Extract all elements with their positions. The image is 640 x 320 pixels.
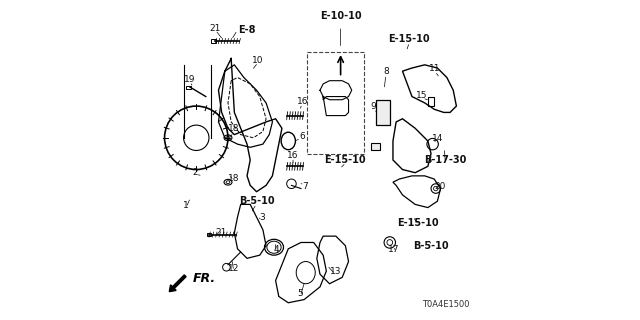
Text: 17: 17: [388, 245, 399, 254]
Text: 16: 16: [297, 97, 308, 106]
Bar: [186, 86, 191, 89]
Bar: [376, 100, 390, 125]
Text: E-15-10: E-15-10: [388, 35, 429, 44]
Text: 20: 20: [434, 181, 445, 190]
Text: 8: 8: [383, 67, 389, 76]
Text: E-8: E-8: [238, 25, 256, 35]
Text: 11: 11: [429, 64, 440, 73]
Text: 5: 5: [298, 289, 303, 298]
Text: 6: 6: [300, 132, 305, 141]
Text: 1: 1: [183, 201, 189, 210]
Text: T0A4E1500: T0A4E1500: [422, 300, 469, 309]
Text: 12: 12: [228, 264, 239, 273]
Text: 15: 15: [417, 92, 428, 100]
Text: 2: 2: [193, 168, 198, 177]
Text: 21: 21: [215, 228, 227, 237]
Text: E-15-10: E-15-10: [397, 219, 439, 228]
Text: E-15-10: E-15-10: [324, 155, 366, 165]
Bar: [428, 97, 434, 106]
Bar: [307, 52, 364, 154]
Text: E-10-10: E-10-10: [320, 11, 362, 21]
Text: 10: 10: [252, 56, 264, 65]
Text: 7: 7: [302, 181, 308, 190]
Text: B-17-30: B-17-30: [424, 155, 467, 165]
Text: 19: 19: [184, 75, 196, 84]
Text: B-5-10: B-5-10: [413, 241, 449, 251]
Text: 9: 9: [371, 102, 376, 111]
Text: 18: 18: [228, 124, 239, 133]
Text: B-5-10: B-5-10: [239, 196, 275, 206]
Text: 3: 3: [259, 213, 265, 222]
Text: FR.: FR.: [193, 272, 216, 285]
Text: 4: 4: [273, 245, 279, 254]
Bar: [207, 233, 211, 236]
Text: 14: 14: [432, 134, 444, 143]
Text: 18: 18: [228, 174, 239, 183]
Bar: [211, 39, 216, 43]
Text: 16: 16: [287, 151, 299, 160]
Text: 21: 21: [210, 24, 221, 33]
Bar: [371, 142, 380, 150]
Text: 13: 13: [330, 267, 341, 276]
FancyArrow shape: [170, 275, 186, 292]
